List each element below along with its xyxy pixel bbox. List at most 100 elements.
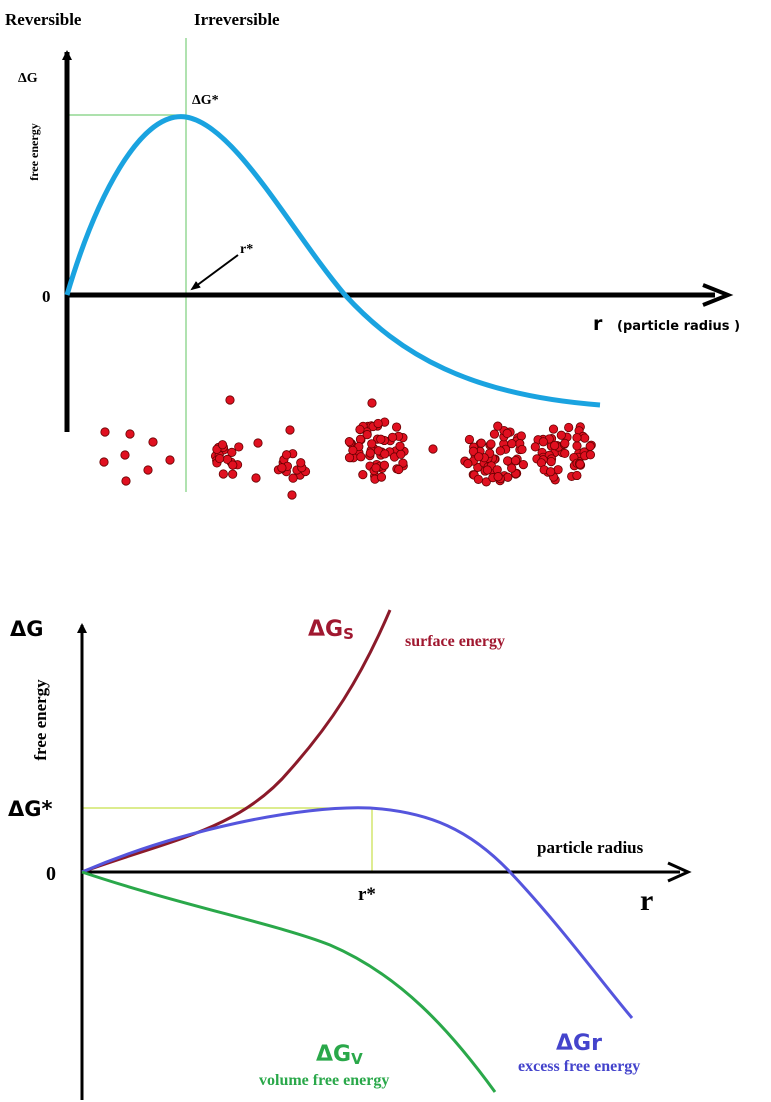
particle (380, 449, 390, 459)
particle (476, 438, 486, 448)
particle (234, 442, 244, 452)
particle (398, 458, 408, 468)
particle (572, 433, 582, 443)
particle (503, 456, 513, 466)
particle (100, 427, 110, 437)
particle (548, 424, 559, 434)
particle (371, 463, 381, 473)
particle (277, 463, 287, 473)
r-star-arrow (190, 254, 239, 291)
x-sublabel: (particle radius ) (617, 319, 740, 334)
particle (215, 453, 225, 464)
free-energy-curve (64, 114, 601, 408)
volume-curve (81, 870, 497, 1093)
particle (564, 422, 574, 433)
particle (344, 437, 354, 447)
irreversible-label: Irreversible (194, 10, 280, 29)
particle (387, 432, 398, 442)
y-label: ΔG (10, 617, 44, 641)
particle (517, 444, 527, 455)
particle (228, 460, 238, 470)
particle (395, 441, 405, 451)
particle (550, 440, 560, 451)
origin-label: 0 (42, 287, 51, 306)
particle (572, 441, 582, 451)
particle (394, 464, 404, 475)
particle (281, 450, 292, 460)
particle (546, 456, 556, 467)
particle (493, 421, 503, 431)
particle (367, 398, 377, 408)
reversible-label: Reversible (5, 10, 82, 29)
particle (296, 458, 306, 468)
particle (580, 433, 590, 443)
particle (396, 449, 406, 459)
particle (217, 440, 228, 450)
particle (553, 465, 563, 475)
particle (356, 452, 366, 462)
particle (503, 472, 513, 482)
particle (125, 429, 135, 439)
particle (495, 446, 505, 456)
particle (473, 462, 483, 472)
particle (428, 444, 438, 454)
particle (218, 469, 228, 479)
particle (585, 450, 596, 460)
peak-label: ΔG* (192, 93, 219, 108)
surface-symbol-base: ΔG (308, 617, 343, 642)
particle (287, 490, 297, 500)
particle (376, 434, 386, 444)
particle (518, 459, 528, 470)
particle (379, 460, 390, 470)
particle (538, 437, 548, 447)
particle (502, 428, 512, 438)
particle (376, 472, 387, 482)
peak-label: ΔG* (8, 797, 52, 821)
particle (474, 452, 484, 462)
particle (575, 459, 585, 469)
particle (348, 445, 358, 455)
surface-label: surface energy (405, 633, 505, 650)
particle (285, 425, 295, 435)
volume-symbol-base: ΔG (316, 1042, 351, 1067)
particle (556, 430, 566, 440)
particle (507, 463, 517, 473)
y-sublabel: free energy (27, 123, 41, 180)
surface-symbol-subscript: S (343, 625, 354, 643)
particle (99, 457, 109, 467)
bottom-diagram: ΔG free energy ΔG* 0 r* particle radius … (8, 609, 692, 1100)
particle (120, 450, 130, 460)
x-sublabel: particle radius (537, 838, 644, 857)
particle (143, 465, 153, 475)
particle (463, 459, 473, 469)
y-sublabel: free energy (31, 679, 50, 761)
particle (516, 431, 526, 441)
top-diagram: Reversible Irreversible ΔG free energy Δ… (5, 10, 740, 500)
particle (288, 473, 298, 483)
particle (585, 441, 595, 451)
volume-symbol-subscript: V (351, 1050, 363, 1068)
particle (464, 434, 475, 445)
particle (367, 439, 377, 449)
particle (486, 439, 496, 449)
particle (473, 474, 483, 484)
particle (225, 395, 235, 405)
x-arrow (667, 861, 692, 883)
particle (227, 447, 237, 457)
y-label: ΔG (18, 71, 38, 86)
surface-curve (81, 609, 392, 874)
x-label: r (640, 884, 653, 917)
particle (572, 470, 582, 481)
particle (148, 437, 158, 447)
particle (560, 448, 570, 459)
origin-label: 0 (46, 863, 56, 885)
particle (482, 465, 493, 475)
particle (391, 422, 402, 432)
particle (253, 438, 263, 448)
particle (507, 439, 517, 449)
critical-radius-label: r* (358, 884, 376, 905)
excess-label: excess free energy (518, 1058, 640, 1075)
particle (251, 473, 261, 483)
critical-radius-label: r* (240, 242, 253, 257)
